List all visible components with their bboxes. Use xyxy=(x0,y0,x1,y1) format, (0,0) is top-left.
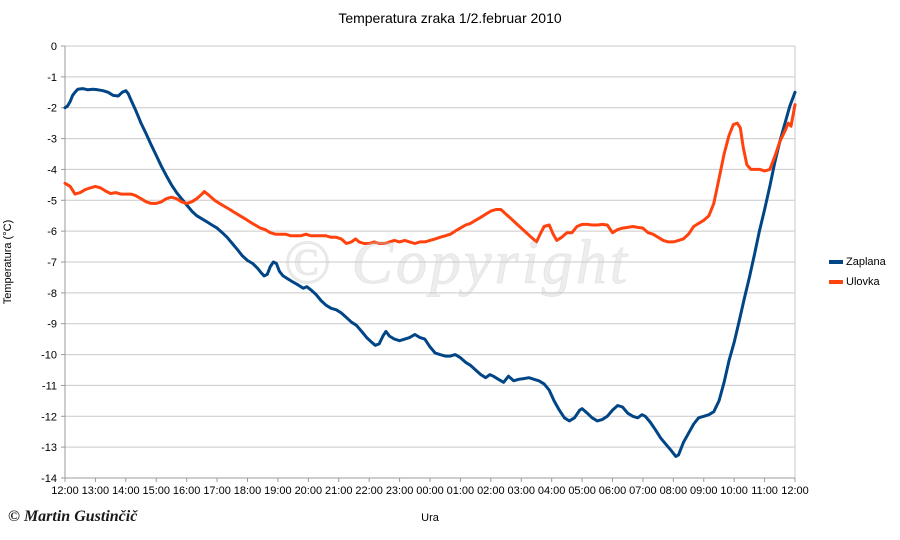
x-tick-label: 12:00 xyxy=(51,485,79,497)
y-tick-label: -10 xyxy=(41,350,57,362)
x-axis-title: Ura xyxy=(421,512,439,524)
ulovka-line-marker-icon xyxy=(829,280,843,284)
x-tick-label: 14:00 xyxy=(112,485,140,497)
y-tick-label: -12 xyxy=(41,411,57,423)
x-tick-label: 06:00 xyxy=(599,485,627,497)
y-tick-label: -8 xyxy=(47,288,57,300)
x-tick-label: 13:00 xyxy=(82,485,110,497)
x-tick-label: 01:00 xyxy=(447,485,475,497)
series-line-ulovka xyxy=(63,103,797,245)
x-tick-label: 05:00 xyxy=(568,485,596,497)
chart-title: Temperatura zraka 1/2.februar 2010 xyxy=(338,10,562,26)
y-tick-label: -11 xyxy=(42,380,57,392)
x-tick-label: 11:00 xyxy=(751,485,778,497)
y-tick-label: -1 xyxy=(47,72,57,84)
x-tick-label: 07:00 xyxy=(629,485,657,497)
x-tick-label: 16:00 xyxy=(173,485,201,497)
zaplana-line-marker-icon xyxy=(829,260,843,264)
legend-item-ulovka: Ulovka xyxy=(829,272,886,292)
x-tick-label: 12:00 xyxy=(781,485,809,497)
y-tick-label: -7 xyxy=(47,257,57,269)
y-tick-label: 0 xyxy=(51,41,57,53)
y-tick-label: -14 xyxy=(41,473,57,485)
y-tick-label: -4 xyxy=(47,164,57,176)
x-tick-label: 04:00 xyxy=(538,485,566,497)
y-tick-label: -13 xyxy=(41,442,57,454)
x-tick-label: 15:00 xyxy=(142,485,170,497)
series-line-zaplana xyxy=(63,87,797,458)
x-tick-label: 08:00 xyxy=(660,485,688,497)
y-axis-title: Temperatura (°C) xyxy=(2,219,14,305)
legend-item-zaplana: Zaplana xyxy=(829,252,886,272)
legend-label-ulovka: Ulovka xyxy=(846,276,880,288)
y-tick-label: -3 xyxy=(47,134,57,146)
x-tick-label: 22:00 xyxy=(355,485,383,497)
author-credit: © Martin Gustinčič xyxy=(8,508,138,525)
x-tick-label: 20:00 xyxy=(295,485,323,497)
x-tick-label: 02:00 xyxy=(477,485,505,497)
x-tick-label: 23:00 xyxy=(386,485,414,497)
x-tick-label: 18:00 xyxy=(234,485,262,497)
y-tick-label: -9 xyxy=(47,319,57,331)
x-tick-label: 03:00 xyxy=(507,485,535,497)
x-tick-label: 10:00 xyxy=(720,485,748,497)
x-tick-label: 17:00 xyxy=(203,485,231,497)
x-tick-label: 19:00 xyxy=(264,485,292,497)
y-tick-label: -5 xyxy=(47,195,57,207)
y-tick-label: -6 xyxy=(47,226,57,238)
legend-label-zaplana: Zaplana xyxy=(846,256,886,268)
x-tick-label: 21:00 xyxy=(325,485,353,497)
chart-legend: Zaplana Ulovka xyxy=(829,252,886,292)
x-tick-label: 09:00 xyxy=(690,485,718,497)
y-tick-label: -2 xyxy=(47,103,57,115)
x-tick-label: 00:00 xyxy=(416,485,444,497)
